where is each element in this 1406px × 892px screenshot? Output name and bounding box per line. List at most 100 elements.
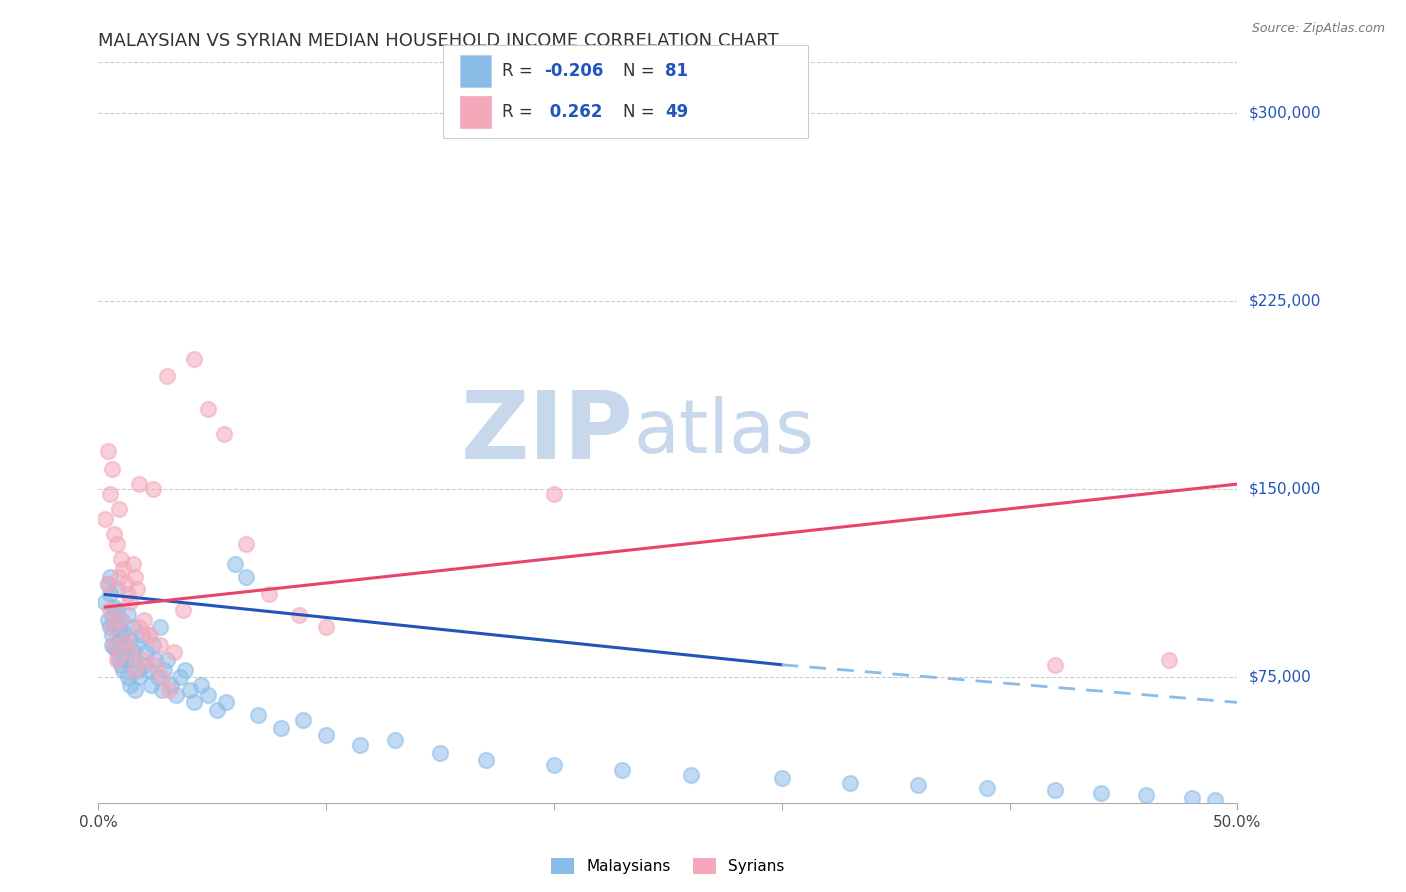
Point [131, 627, 153, 641]
Point [149, 638, 172, 652]
Point [1090, 786, 1112, 800]
Text: 49: 49 [665, 103, 689, 121]
Point [110, 613, 132, 627]
Point [98, 570, 121, 584]
Point [246, 708, 269, 723]
Point [429, 746, 451, 760]
Point [259, 587, 281, 601]
Point [94, 512, 117, 526]
Point [96, 613, 118, 627]
Point [384, 733, 406, 747]
Point [124, 682, 146, 697]
Point [142, 638, 165, 652]
Point [224, 558, 246, 572]
Point [121, 558, 143, 572]
Point [120, 595, 142, 609]
Point [101, 607, 124, 622]
Point [215, 695, 238, 709]
Text: 0.262: 0.262 [544, 103, 603, 121]
Point [114, 653, 136, 667]
Point [103, 617, 125, 632]
Point [112, 562, 135, 576]
Point [153, 663, 176, 677]
Point [1204, 793, 1226, 807]
Point [121, 645, 143, 659]
Point [98, 620, 121, 634]
Point [160, 678, 183, 692]
Point [770, 771, 793, 785]
Point [165, 688, 187, 702]
Point [150, 670, 173, 684]
Point [121, 620, 143, 634]
Point [156, 369, 179, 384]
Point [315, 728, 337, 742]
Point [543, 758, 565, 772]
Point [101, 620, 124, 634]
Text: N =: N = [623, 62, 659, 79]
Point [183, 695, 205, 709]
Point [183, 351, 205, 366]
Point [1135, 789, 1157, 803]
Point [145, 653, 167, 667]
Point [98, 487, 121, 501]
Point [120, 678, 142, 692]
Point [96, 577, 118, 591]
Point [142, 482, 165, 496]
Point [124, 663, 146, 677]
Point [150, 682, 173, 697]
Point [162, 645, 184, 659]
Point [108, 653, 131, 667]
Point [212, 426, 235, 441]
Point [108, 635, 131, 649]
Point [105, 602, 128, 616]
Point [543, 487, 565, 501]
Point [103, 600, 125, 615]
Point [108, 502, 131, 516]
Point [197, 688, 219, 702]
Point [127, 663, 149, 677]
Point [132, 657, 155, 672]
Point [292, 713, 315, 727]
Text: MALAYSIAN VS SYRIAN MEDIAN HOUSEHOLD INCOME CORRELATION CHART: MALAYSIAN VS SYRIAN MEDIAN HOUSEHOLD INC… [98, 32, 779, 50]
Point [110, 552, 132, 566]
Point [114, 638, 136, 652]
Text: $150,000: $150,000 [1249, 482, 1320, 497]
Point [612, 763, 634, 777]
Point [117, 587, 139, 601]
Text: 81: 81 [665, 62, 688, 79]
Point [1157, 653, 1180, 667]
Point [127, 582, 149, 597]
Point [110, 630, 132, 644]
Point [128, 620, 150, 634]
Point [179, 682, 201, 697]
Point [839, 775, 862, 789]
Text: $225,000: $225,000 [1249, 293, 1320, 309]
Point [94, 595, 117, 609]
Point [103, 527, 125, 541]
Text: R =: R = [502, 103, 538, 121]
Point [110, 613, 132, 627]
Point [128, 477, 150, 491]
Point [197, 401, 219, 416]
Point [205, 703, 228, 717]
Point [135, 645, 157, 659]
Point [120, 645, 142, 659]
Point [124, 570, 146, 584]
Point [270, 721, 292, 735]
Point [112, 642, 135, 657]
Point [172, 602, 194, 616]
Point [114, 577, 136, 591]
Text: Source: ZipAtlas.com: Source: ZipAtlas.com [1251, 22, 1385, 36]
Point [101, 638, 124, 652]
Point [907, 778, 929, 792]
Point [98, 602, 121, 616]
Point [120, 632, 142, 647]
Point [679, 768, 702, 782]
Point [124, 653, 146, 667]
Point [132, 653, 155, 667]
Point [474, 753, 496, 767]
Text: R =: R = [502, 62, 538, 79]
Point [105, 582, 128, 597]
Point [288, 607, 311, 622]
Point [132, 613, 155, 627]
